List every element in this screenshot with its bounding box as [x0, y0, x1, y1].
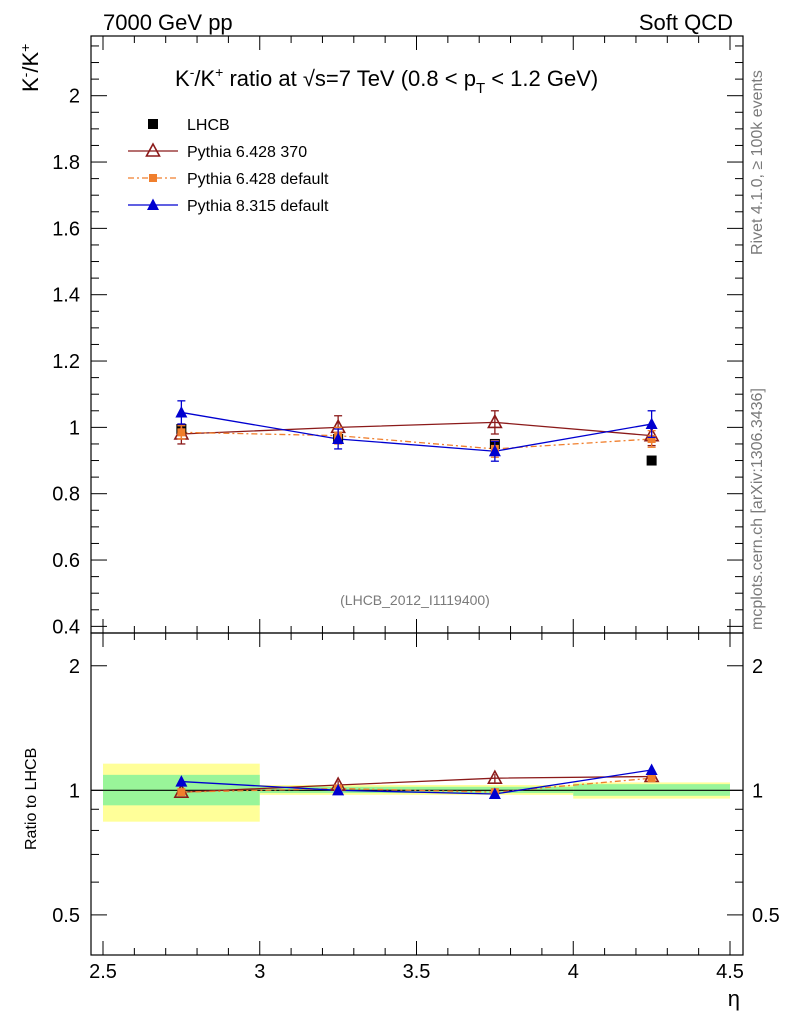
series-line	[181, 421, 652, 437]
rivet-label: Rivet 4.1.0, ≥ 100k events	[749, 70, 766, 255]
legend-label: Pythia 6.428 370	[187, 144, 307, 161]
header-left: 7000 GeV pp	[103, 10, 233, 35]
header-right: Soft QCD	[639, 10, 733, 35]
series-line	[181, 411, 652, 452]
x-tick-label: 4	[568, 961, 579, 983]
mcplots-label: mcplots.cern.ch [arXiv:1306.3436]	[749, 388, 766, 630]
data-point	[646, 455, 657, 466]
main-ylabel: K-/K+	[17, 44, 43, 92]
x-axis-label: η	[728, 986, 740, 1011]
analysis-tag: (LHCB_2012_I1119400)	[340, 592, 490, 608]
x-tick-label: 2.5	[89, 961, 117, 983]
data-point	[487, 413, 503, 429]
series-line	[181, 431, 652, 450]
legend-marker	[148, 119, 158, 129]
y-tick-label: 1.6	[52, 218, 80, 240]
y-tick-label: 0.4	[52, 616, 80, 638]
ratio-point	[177, 788, 186, 797]
chart-title: K-/K+ ratio at √s=7 TeV (0.8 < pT < 1.2 …	[175, 64, 598, 97]
ratio-ylabel: Ratio to LHCB	[23, 748, 40, 850]
ratio-point	[645, 763, 658, 775]
y-tick-label: 2	[69, 86, 80, 108]
x-tick-label: 3.5	[403, 961, 431, 983]
data-point	[645, 417, 658, 430]
ratio-point	[487, 769, 503, 784]
legend-label: Pythia 8.315 default	[187, 198, 329, 215]
y-tick-label: 1	[69, 417, 80, 439]
legend-marker	[149, 174, 157, 182]
ratio-y-tick-label-right: 0.5	[752, 905, 780, 927]
ratio-point	[175, 775, 188, 787]
ratio-series-line	[181, 777, 652, 793]
ratio-point	[488, 787, 501, 799]
ratio-y-tick-label: 1	[69, 780, 80, 802]
data-point	[175, 405, 188, 418]
ratio-point	[647, 774, 656, 783]
ratio-point	[332, 783, 345, 796]
y-tick-label: 1.2	[52, 351, 80, 373]
legend-marker	[145, 142, 161, 157]
ratio-series-line	[181, 775, 652, 793]
ratio-y-tick-label: 2	[69, 656, 80, 678]
x-tick-label: 4.5	[716, 961, 744, 983]
ratio-y-tick-label: 0.5	[52, 905, 80, 927]
legend-label: LHCB	[187, 117, 230, 134]
ratio-y-tick-label-right: 2	[752, 656, 763, 678]
ratio-series-line	[181, 769, 652, 795]
data-point	[488, 444, 501, 457]
y-tick-label: 0.6	[52, 550, 80, 572]
x-tick-label: 3	[254, 961, 265, 983]
data-point	[177, 428, 186, 437]
data-point	[332, 432, 345, 444]
ratio-y-tick-label-right: 1	[752, 780, 763, 802]
y-tick-label: 1.4	[52, 285, 80, 307]
y-tick-label: 0.8	[52, 484, 80, 506]
legend-label: Pythia 6.428 default	[187, 171, 329, 188]
legend-marker	[147, 198, 159, 210]
y-tick-label: 1.8	[52, 152, 80, 174]
data-point	[647, 434, 656, 443]
